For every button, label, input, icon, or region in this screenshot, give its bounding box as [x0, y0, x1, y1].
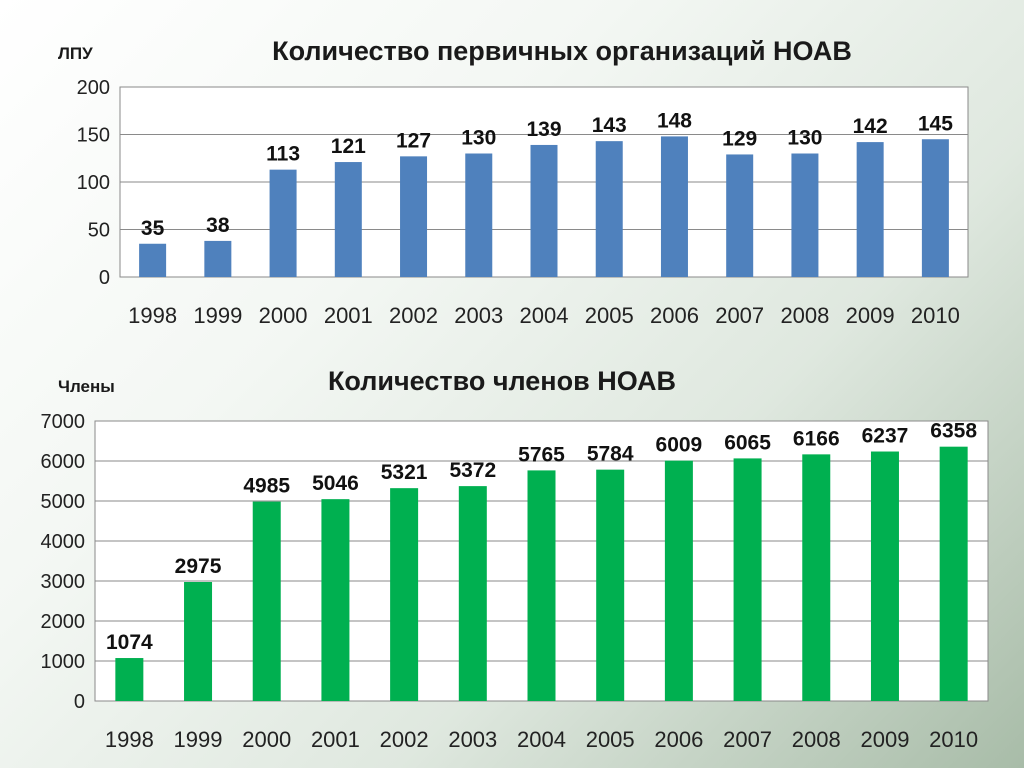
c2-data-label: 6166: [793, 427, 840, 450]
c1-x-tick-label: 2000: [259, 303, 308, 328]
c2-bar: [184, 582, 213, 701]
c2-bar: [527, 470, 556, 701]
c2-bar: [870, 451, 899, 701]
c2-x-tick-label: 2008: [792, 727, 841, 752]
c1-x-tick-label: 2004: [520, 303, 569, 328]
c2-x-tick-label: 1999: [174, 727, 223, 752]
c2-x-tick-label: 2001: [311, 727, 360, 752]
chart-members: Количество членов НОАВ Члены 0 1000 2000 30…: [41, 366, 989, 752]
c1-bar: [856, 142, 884, 277]
c2-x-tick-label: 2002: [380, 727, 429, 752]
c2-data-label: 6237: [862, 425, 909, 448]
c2-bar: [390, 488, 419, 701]
chart-members-unit-label: Члены: [58, 377, 115, 396]
c2-x-tick-label: 2000: [242, 727, 291, 752]
c1-data-label: 145: [918, 112, 953, 135]
c2-data-label: 5765: [518, 443, 565, 466]
c1-x-tick-label: 2007: [715, 303, 764, 328]
c1-bar: [595, 141, 623, 277]
c2-bar: [733, 458, 762, 701]
c1-x-tick-label: 2009: [846, 303, 895, 328]
c1-data-label: 127: [396, 129, 431, 152]
c2-bar: [802, 454, 831, 701]
c1-data-label: 148: [657, 109, 692, 132]
c2-data-label: 6065: [724, 431, 771, 454]
c2-bar: [664, 460, 693, 701]
c2-bar: [321, 499, 350, 701]
c2-data-label: 5046: [312, 472, 359, 495]
c2-data-label: 5784: [587, 443, 634, 466]
c2-bar: [252, 501, 281, 701]
c1-data-label: 35: [141, 217, 165, 240]
c1-bar: [400, 156, 428, 277]
c1-data-label: 143: [592, 114, 627, 137]
c1-data-label: 130: [461, 127, 496, 150]
c2-x-tick-label: 1998: [105, 727, 154, 752]
c1-bar: [204, 240, 232, 277]
c2-bar: [458, 486, 487, 701]
c1-x-tick-label: 1999: [193, 303, 242, 328]
c2-x-tick-label: 2006: [654, 727, 703, 752]
c1-bar: [660, 136, 688, 277]
c1-y-tick-label: 200: [77, 77, 110, 99]
c2-data-label: 2975: [175, 555, 222, 578]
c2-data-label: 6358: [930, 420, 977, 443]
c2-x-tick-label: 2007: [723, 727, 772, 752]
c2-x-tick-label: 2009: [860, 727, 909, 752]
c1-x-tick-label: 2006: [650, 303, 699, 328]
c1-data-label: 139: [526, 118, 561, 141]
c1-x-tick-label: 2005: [585, 303, 634, 328]
c2-data-label: 1074: [106, 631, 153, 654]
c1-bar: [269, 169, 297, 277]
c2-x-tick-label: 2003: [448, 727, 497, 752]
c2-data-label: 6009: [656, 434, 703, 457]
c1-x-tick-label: 2002: [389, 303, 438, 328]
c2-data-label: 4985: [243, 475, 290, 498]
c1-x-tick-label: 2010: [911, 303, 960, 328]
c1-y-tick-label: 150: [77, 125, 110, 147]
c2-y-tick-label: 0: [74, 691, 85, 713]
c2-data-label: 5321: [381, 461, 428, 484]
c1-data-label: 129: [722, 127, 757, 150]
c2-y-tick-label: 6000: [41, 451, 86, 473]
c1-data-label: 113: [266, 143, 300, 166]
c1-bar: [530, 144, 558, 277]
chart-members-title: Количество членов НОАВ: [328, 366, 676, 396]
c1-x-tick-label: 1998: [128, 303, 177, 328]
c1-bar: [465, 153, 493, 277]
c2-y-tick-label: 4000: [41, 531, 86, 553]
c1-bar: [791, 153, 819, 277]
c1-bar: [921, 139, 949, 277]
c2-x-tick-label: 2004: [517, 727, 566, 752]
c1-y-tick-label: 100: [77, 172, 110, 194]
c2-y-tick-label: 5000: [41, 491, 86, 513]
c2-y-tick-label: 3000: [41, 571, 86, 593]
chart-organizations-unit-label: ЛПУ: [58, 44, 93, 63]
c2-bar: [939, 446, 968, 701]
c2-y-tick-label: 1000: [41, 651, 86, 673]
c2-x-tick-label: 2005: [586, 727, 635, 752]
c2-bar: [115, 658, 144, 701]
chart-organizations-title: Количество первичных организаций НОАВ: [272, 36, 852, 66]
c1-data-label: 121: [331, 135, 366, 158]
chart-organizations: Количество первичных организаций НОАВ ЛП…: [58, 36, 969, 328]
c1-bar: [334, 162, 362, 277]
c2-x-tick-label: 2010: [929, 727, 978, 752]
c2-y-tick-label: 7000: [41, 411, 86, 433]
c2-y-tick-label: 2000: [41, 611, 86, 633]
c1-x-tick-label: 2008: [780, 303, 829, 328]
c1-data-label: 38: [206, 214, 230, 237]
c2-data-label: 5372: [449, 459, 496, 482]
c1-bar: [726, 154, 754, 277]
c1-x-tick-label: 2001: [324, 303, 373, 328]
c1-y-tick-label: 0: [99, 267, 110, 289]
c1-x-tick-label: 2003: [454, 303, 503, 328]
c1-y-tick-label: 50: [88, 220, 110, 242]
c1-data-label: 130: [787, 127, 822, 150]
c2-bar: [596, 469, 625, 701]
c1-bar: [139, 243, 167, 277]
c1-data-label: 142: [853, 115, 888, 138]
